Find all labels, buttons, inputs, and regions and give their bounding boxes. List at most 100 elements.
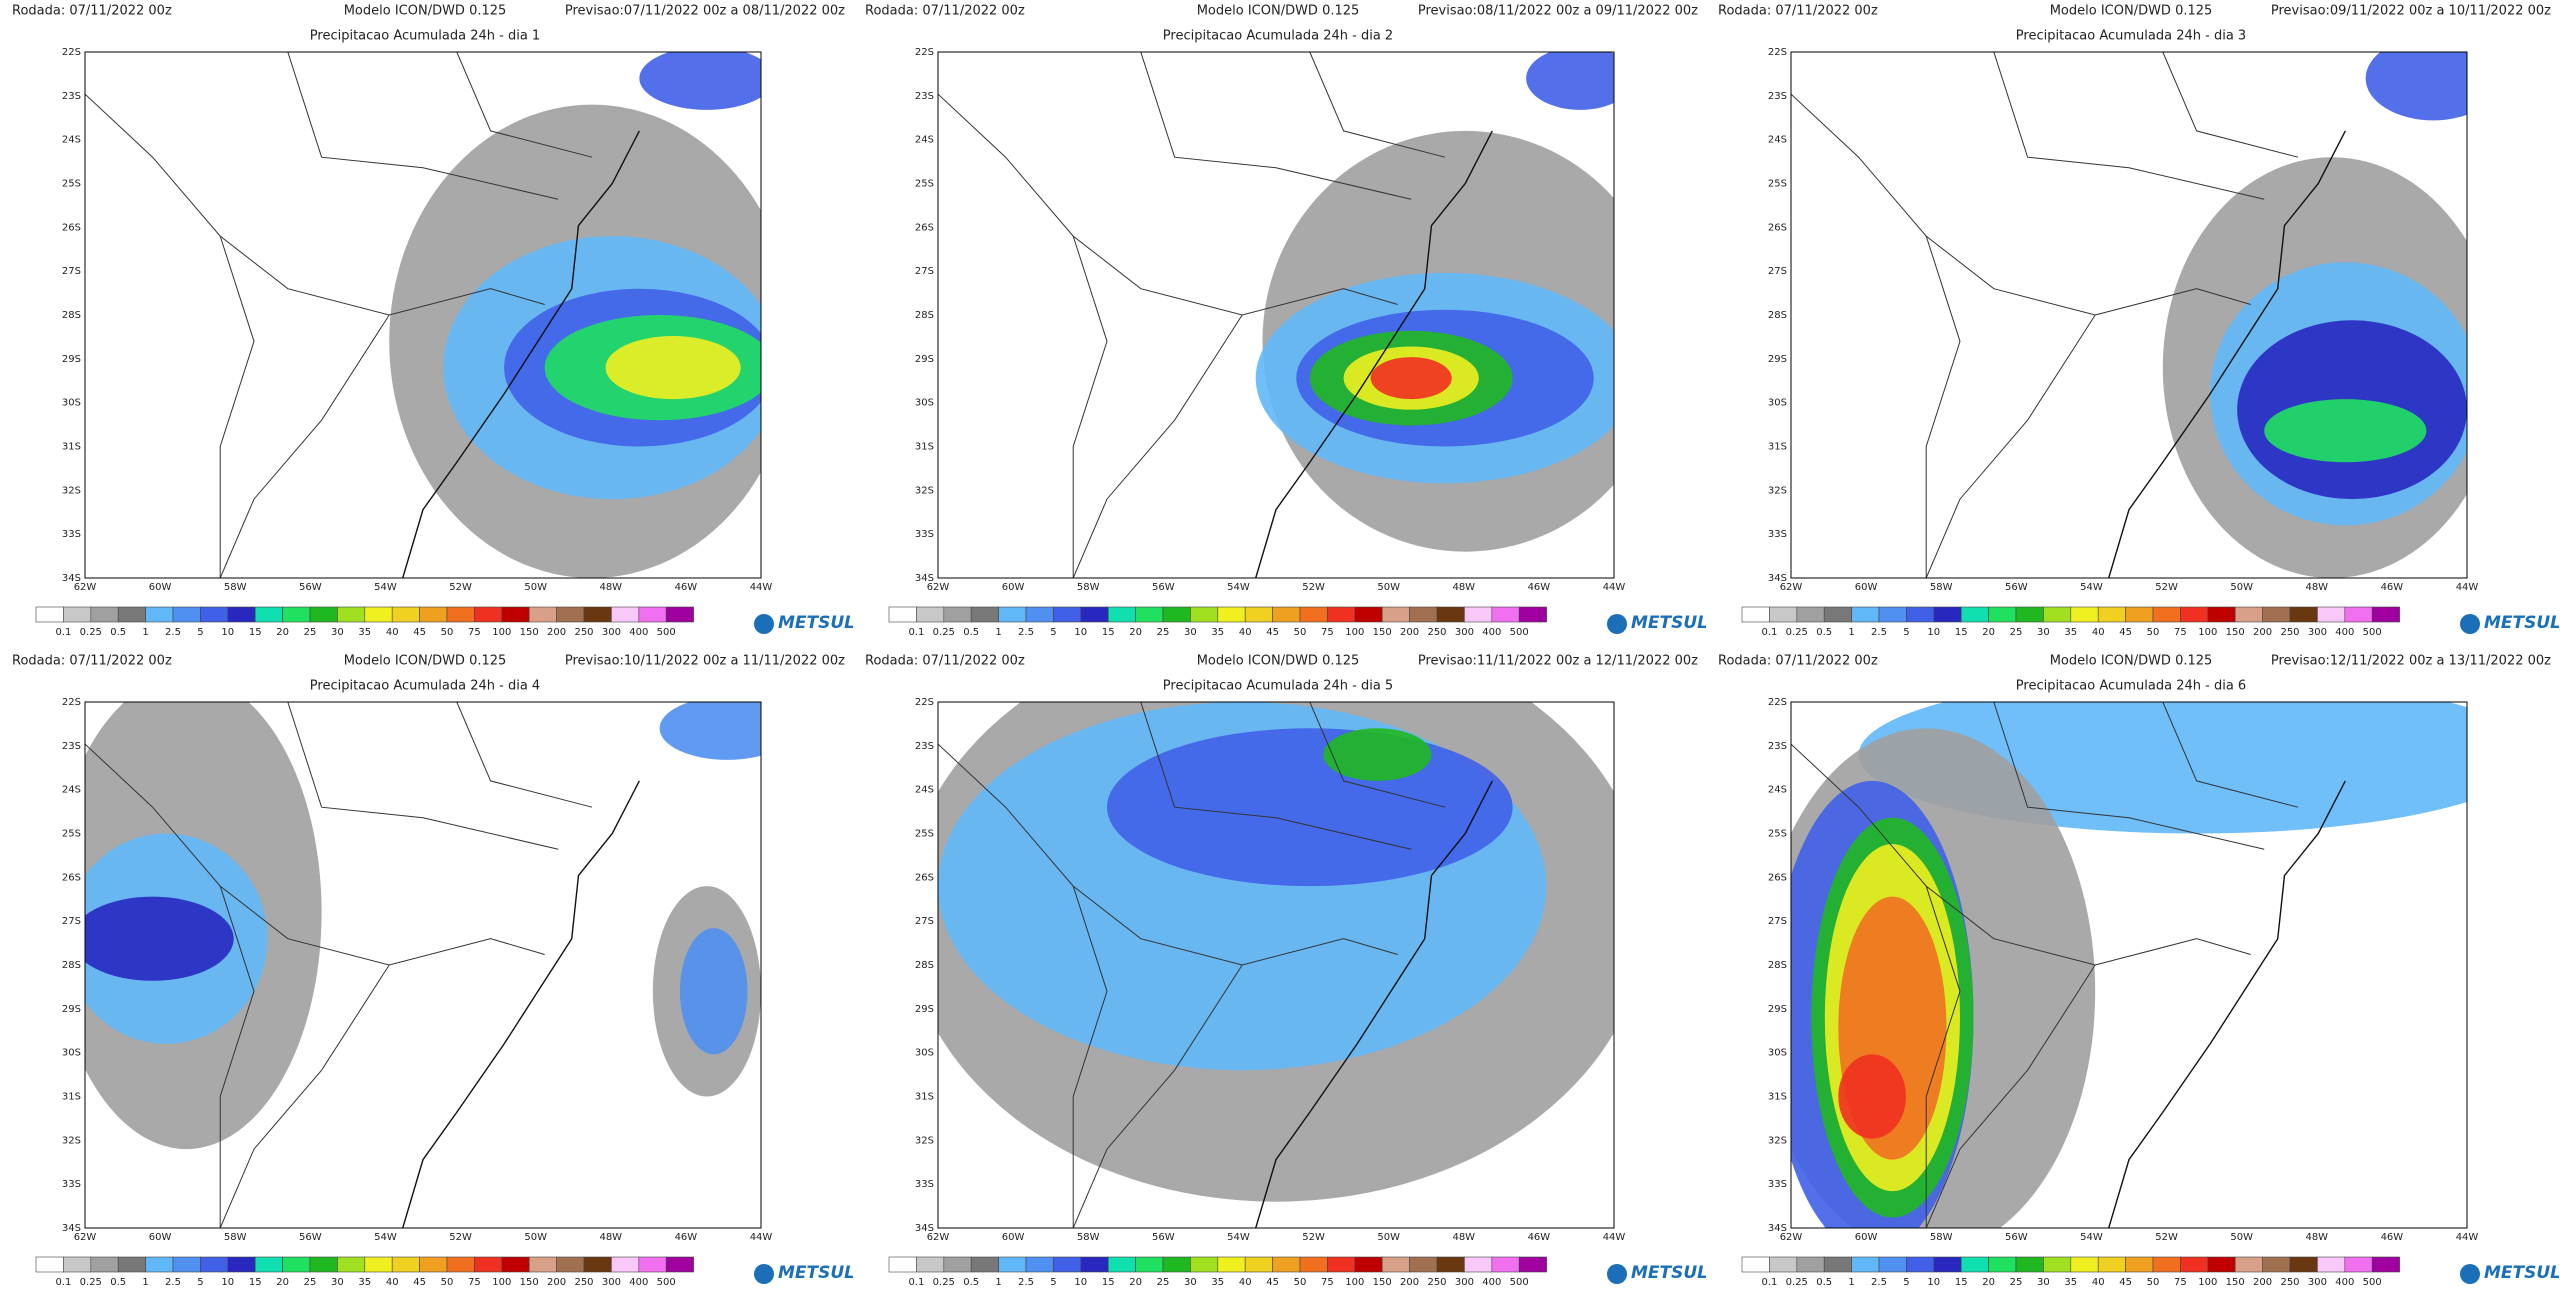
colorbar-label: 200	[547, 1277, 566, 1288]
colorbar-label: 50	[2147, 627, 2160, 638]
colorbar-label: 75	[2174, 627, 2187, 638]
colorbar-box	[611, 606, 640, 623]
state-border	[1791, 93, 2251, 316]
colorbar-label: 40	[386, 627, 399, 638]
colorbar-box	[172, 606, 201, 623]
colorbar-label: 25	[2010, 627, 2023, 638]
colorbar-label: 0.1	[55, 627, 71, 638]
lon-label: 46W	[2381, 1232, 2404, 1243]
previsao: Previsao:09/11/2022 00z a 10/11/2022 00z	[2271, 4, 2551, 19]
lon-label: 46W	[1528, 1232, 1551, 1243]
state-border	[2162, 702, 2299, 808]
colorbar-label: 100	[2198, 1277, 2217, 1288]
colorbar-label: 20	[1129, 1277, 1142, 1288]
colorbar-label: 300	[1455, 627, 1474, 638]
colorbar-label: 250	[574, 1277, 593, 1288]
lat-label: 34S	[1768, 1223, 1787, 1234]
lat-label: 32S	[915, 1135, 934, 1146]
lon-label: 54W	[2080, 1232, 2103, 1243]
map-title: Precipitacao Acumulada 24h - dia 1	[310, 29, 540, 44]
colorbar-label: 0.1	[1761, 627, 1777, 638]
colorbar-box	[1244, 606, 1273, 623]
state-border	[219, 885, 255, 1228]
colorbar-label: 35	[2064, 1277, 2077, 1288]
colorbar-label: 0.1	[908, 1277, 924, 1288]
lon-label: 52W	[449, 582, 472, 593]
colorbar-label: 100	[2198, 627, 2217, 638]
lon-label: 50W	[524, 582, 547, 593]
lat-label: 22S	[915, 47, 934, 58]
colorbar-box	[1960, 1256, 1989, 1273]
colorbar-label: 0.5	[963, 1277, 979, 1288]
colorbar-box	[1464, 606, 1493, 623]
state-border	[938, 743, 1398, 966]
coastline	[1255, 130, 1493, 578]
colorbar-label: 500	[657, 627, 676, 638]
lat-label: 23S	[915, 741, 934, 752]
colorbar-box	[2262, 1256, 2291, 1273]
colorbar-label: 10	[1927, 1277, 1940, 1288]
lon-label: 46W	[1528, 582, 1551, 593]
colorbar-box	[200, 606, 229, 623]
lat-label: 24S	[62, 785, 81, 796]
colorbar-box	[1190, 1256, 1219, 1273]
colorbar-box	[200, 1256, 229, 1273]
lat-label: 28S	[915, 960, 934, 971]
previsao: Previsao:12/11/2022 00z a 13/11/2022 00z	[2271, 654, 2551, 669]
lat-label: 33S	[915, 529, 934, 540]
colorbar-label: 0.25	[80, 1277, 102, 1288]
rain-area	[2264, 399, 2427, 463]
lon-label: 52W	[2155, 1232, 2178, 1243]
lat-label: 34S	[915, 573, 934, 584]
colorbar-box	[1272, 1256, 1301, 1273]
rodada: Rodada: 07/11/2022 00z	[865, 654, 1025, 669]
colorbar-label: 75	[2174, 1277, 2187, 1288]
colorbar-box	[1080, 1256, 1109, 1273]
colorbar-box	[501, 606, 530, 623]
colorbar-label: 75	[468, 627, 481, 638]
state-border	[456, 52, 593, 158]
lat-label: 26S	[62, 222, 81, 233]
colorbar-label: 25	[1157, 1277, 1170, 1288]
state-border	[1309, 702, 1446, 808]
colorbar-box	[446, 1256, 475, 1273]
colorbar-box	[2152, 1256, 2181, 1273]
lon-label: 48W	[599, 1232, 622, 1243]
colorbar-label: 2.5	[1018, 1277, 1034, 1288]
colorbar-box	[1162, 1256, 1191, 1273]
colorbar-box	[1988, 606, 2017, 623]
lat-label: 30S	[1768, 1048, 1787, 1059]
state-border	[287, 52, 559, 200]
colorbar-box	[2262, 606, 2291, 623]
colorbar-label: 1	[142, 627, 148, 638]
lon-label: 58W	[1930, 1232, 1953, 1243]
colorbar-label: 0.5	[1816, 627, 1832, 638]
coastline	[1255, 780, 1493, 1228]
state-border	[1140, 702, 1412, 850]
colorbar-label: 10	[221, 1277, 234, 1288]
colorbar-box	[309, 606, 338, 623]
lat-label: 33S	[1768, 1179, 1787, 1190]
colorbar-box	[1960, 606, 1989, 623]
lat-label: 31S	[1768, 1092, 1787, 1103]
colorbar-box	[998, 606, 1027, 623]
colorbar-label: 25	[2010, 1277, 2023, 1288]
lat-label: 22S	[915, 697, 934, 708]
logo-globe	[2460, 1264, 2480, 1284]
lat-label: 22S	[62, 47, 81, 58]
lon-label: 62W	[74, 1232, 97, 1243]
logo: METSUL	[778, 613, 853, 633]
lon-label: 62W	[1780, 582, 1803, 593]
lat-label: 32S	[62, 485, 81, 496]
rain-area	[85, 896, 234, 981]
colorbar-label: 45	[2119, 627, 2132, 638]
lon-label: 56W	[2005, 1232, 2028, 1243]
colorbar-label: 250	[574, 627, 593, 638]
map-field	[1791, 52, 2467, 578]
rain-area	[639, 52, 761, 110]
previsao: Previsao:08/11/2022 00z a 09/11/2022 00z	[1418, 4, 1698, 19]
lon-label: 56W	[1152, 1232, 1175, 1243]
colorbar-label: 0.1	[1761, 1277, 1777, 1288]
lat-label: 26S	[1768, 222, 1787, 233]
